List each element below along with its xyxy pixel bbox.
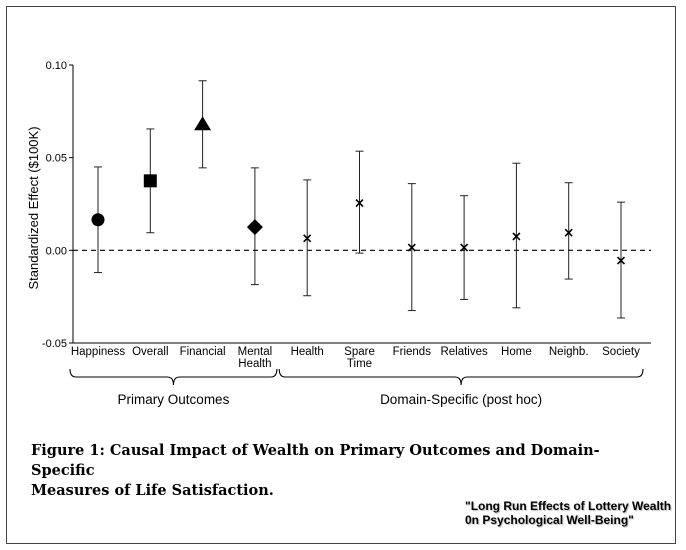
point-x-stroke (616, 256, 626, 265)
point-x-stroke (407, 243, 416, 252)
source-line-2: 0n Psychological Well-Being" (465, 513, 634, 527)
y-tick-label: 0.00 (46, 245, 67, 257)
x-category-label: Neighb. (549, 346, 589, 358)
x-category-label: Happiness (71, 346, 126, 358)
x-category-label: Health (291, 346, 324, 358)
x-category-label: Home (501, 346, 532, 358)
group-brace (69, 368, 278, 386)
y-tick-label: 0.05 (46, 153, 67, 165)
point-diamond (246, 219, 263, 236)
group-label: Primary Outcomes (118, 392, 230, 407)
point-triangle (194, 116, 212, 131)
group-label: Domain-Specific (post hoc) (380, 392, 542, 407)
source-note: "Long Run Effects of Lottery Wealth 0n P… (465, 499, 685, 527)
source-line-1: "Long Run Effects of Lottery Wealth (465, 499, 672, 513)
point-x-stroke (512, 232, 521, 241)
x-category-label: Time (347, 358, 372, 370)
group-brace (278, 368, 644, 386)
y-tick-label: 0.10 (46, 60, 67, 72)
x-category-label: Relatives (440, 346, 488, 358)
point-x-stroke (460, 243, 469, 252)
point-x-stroke (303, 234, 312, 243)
x-category-label: Friends (393, 346, 432, 358)
y-tick-label: -0.05 (42, 338, 67, 350)
x-category-label: Health (238, 358, 271, 370)
point-x-stroke (564, 228, 573, 237)
x-category-label: Society (602, 346, 640, 358)
caption-line-2: Measures of Life Satisfaction. (31, 482, 274, 499)
chart-canvas: 0.10 0.05 0.00 -0.05 Standardized Effect ($1… (26, 60, 651, 407)
y-axis-title: Standardized Effect ($100K) (26, 126, 41, 289)
point-square (143, 174, 157, 188)
x-category-label: Overall (132, 346, 168, 358)
x-category-label: Financial (180, 346, 226, 358)
point-x-stroke (355, 199, 364, 208)
caption-line-1: Figure 1: Causal Impact of Wealth on Pri… (31, 442, 600, 479)
figure-caption: Figure 1: Causal Impact of Wealth on Pri… (31, 441, 661, 501)
point-circle (91, 213, 105, 227)
x-category-label: Mental (238, 346, 273, 358)
figure-frame: 0.10 0.05 0.00 -0.05 Standardized Effect ($1… (6, 6, 676, 544)
x-category-label: Spare (344, 346, 375, 358)
